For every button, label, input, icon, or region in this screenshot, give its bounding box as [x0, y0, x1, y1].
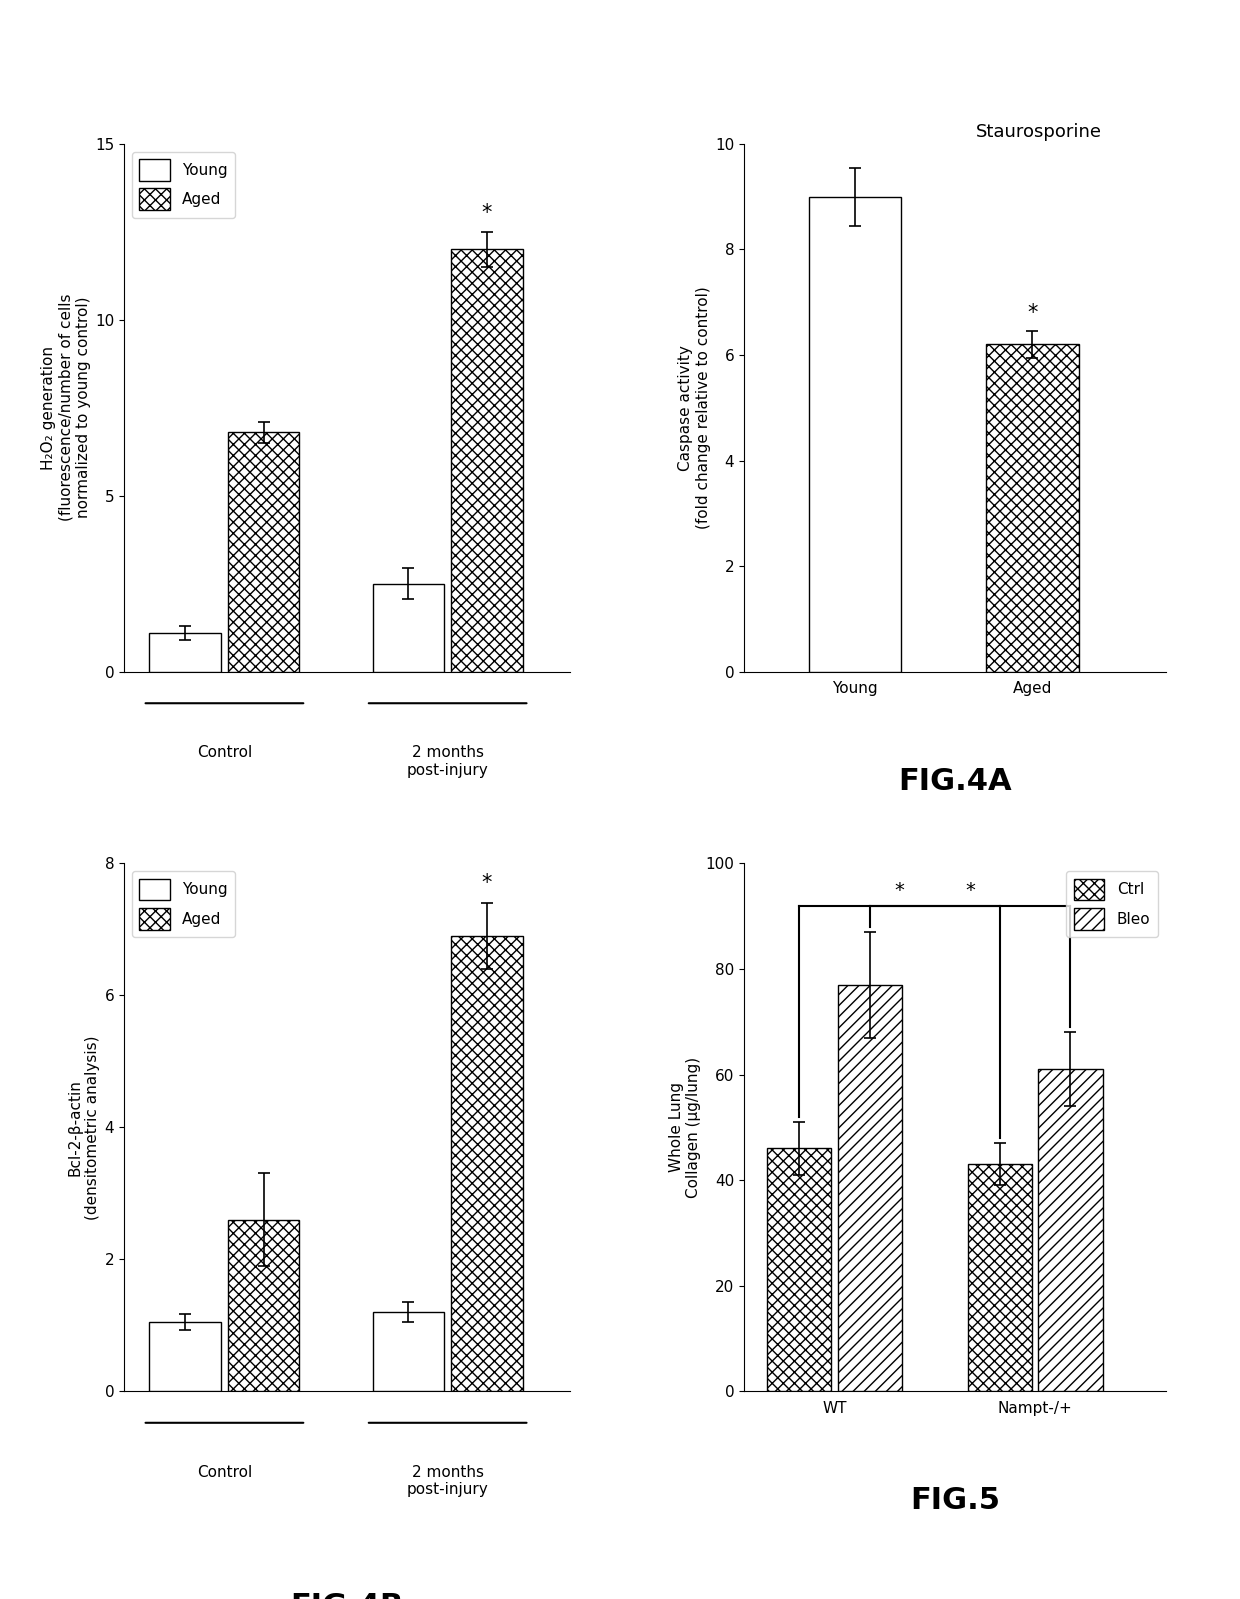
Text: Control: Control: [197, 1465, 252, 1481]
Y-axis label: Caspase activity
(fold change relative to control): Caspase activity (fold change relative t…: [678, 286, 711, 529]
Text: Control: Control: [197, 745, 252, 761]
Text: FIG.3: FIG.3: [303, 871, 392, 902]
Y-axis label: Whole Lung
Collagen (μg/lung): Whole Lung Collagen (μg/lung): [668, 1057, 702, 1198]
Text: FIG.4B: FIG.4B: [290, 1591, 404, 1599]
Text: FIG.5: FIG.5: [910, 1485, 999, 1516]
Bar: [150, 1322, 221, 1391]
Bar: [373, 1311, 444, 1391]
Bar: [1038, 1070, 1102, 1391]
Text: *: *: [481, 873, 492, 894]
Bar: [967, 1164, 1032, 1391]
Text: *: *: [481, 203, 492, 224]
Legend: Young, Aged: Young, Aged: [131, 871, 236, 937]
Bar: [150, 633, 221, 672]
Text: *: *: [894, 881, 904, 900]
Text: FIG.4A: FIG.4A: [898, 766, 1012, 796]
Bar: [373, 584, 444, 672]
Legend: Young, Aged: Young, Aged: [131, 152, 236, 217]
Y-axis label: Bcl-2-β-actin
(densitometric analysis): Bcl-2-β-actin (densitometric analysis): [68, 1035, 100, 1220]
Text: Staurosporine: Staurosporine: [976, 123, 1102, 141]
Bar: [451, 249, 522, 672]
Bar: [228, 432, 299, 672]
Bar: [228, 1220, 299, 1391]
Text: *: *: [965, 881, 975, 900]
Text: 2 months
post-injury: 2 months post-injury: [407, 1465, 489, 1497]
Bar: [808, 197, 901, 672]
Bar: [986, 344, 1079, 672]
Text: *: *: [1027, 304, 1038, 323]
Text: 2 months
post-injury: 2 months post-injury: [407, 745, 489, 777]
Legend: Ctrl, Bleo: Ctrl, Bleo: [1066, 871, 1158, 937]
Bar: [837, 985, 901, 1391]
Bar: [766, 1148, 831, 1391]
Bar: [451, 935, 522, 1391]
Y-axis label: H₂O₂ generation
(fluorescence/number of cells
normalized to young control): H₂O₂ generation (fluorescence/number of …: [41, 294, 91, 521]
